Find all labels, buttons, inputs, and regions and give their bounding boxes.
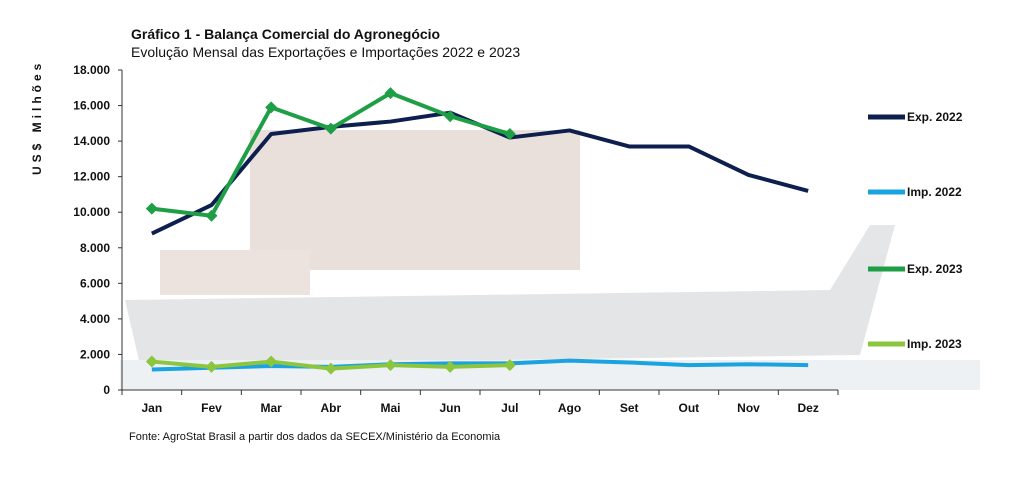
x-tick-label: Out [678, 401, 699, 415]
container-stack [250, 130, 580, 270]
x-tick-label: Mar [260, 401, 282, 415]
data-point-marker [205, 360, 218, 373]
data-point-marker [503, 128, 516, 140]
data-point-marker [265, 101, 278, 114]
plot-axes [118, 69, 839, 395]
data-point-marker [145, 355, 158, 368]
x-tick-label: Jul [501, 401, 518, 415]
x-tick-label: Fev [201, 401, 222, 415]
legend-label: Imp. 2023 [907, 337, 962, 351]
data-point-marker [444, 110, 457, 123]
y-tick-label: 8.000 [80, 241, 110, 255]
y-tick-labels: 0 2.000 4.000 6.000 8.000 10.000 12.000 14.000 1… [73, 63, 110, 397]
data-point-marker [444, 360, 457, 373]
legend-label: Exp. 2023 [907, 262, 963, 276]
x-tick-label: Abr [320, 401, 341, 415]
x-tick-label: Jun [439, 401, 460, 415]
data-point-marker [324, 362, 337, 375]
legend-label: Imp. 2022 [907, 185, 962, 199]
x-tick-label: Set [620, 401, 639, 415]
legend-label: Exp. 2022 [907, 110, 963, 124]
y-tick-label: 2.000 [80, 347, 110, 361]
y-tick-label: 12.000 [73, 170, 110, 184]
y-tick-label: 4.000 [80, 312, 110, 326]
y-tick-label: 18.000 [73, 63, 110, 77]
source-note: Fonte: AgroStat Brasil a partir dos dado… [129, 431, 501, 443]
data-point-marker [324, 122, 337, 135]
chart-title: Gráfico 1 - Balança Comercial do Agroneg… [131, 26, 441, 42]
chart-subtitle: Evolução Mensal das Exportações e Import… [131, 44, 521, 60]
data-point-marker [145, 202, 158, 215]
data-point-marker [265, 355, 278, 368]
data-point-marker [384, 359, 397, 372]
y-tick-label: 14.000 [73, 134, 110, 148]
x-tick-label: Dez [797, 401, 818, 415]
y-tick-label: 6.000 [80, 276, 110, 290]
ship-background-image [120, 130, 980, 390]
x-tick-labels: Jan Fev Mar Abr Mai Jun Jul Ago Set Out Nov Dez [141, 401, 818, 415]
y-tick-label: 16.000 [73, 99, 110, 113]
x-tick-label: Ago [558, 401, 581, 415]
y-tick-label: 0 [103, 383, 110, 397]
x-tick-label: Nov [737, 401, 760, 415]
series-lines [145, 87, 809, 375]
data-point-marker [503, 359, 516, 372]
series-line-imp-2022 [151, 358, 809, 372]
data-point-marker [384, 87, 397, 100]
x-tick-label: Jan [141, 401, 162, 415]
legend: Exp. 2022 Imp. 2022 Exp. 2023 Imp. 2023 [868, 110, 963, 351]
container-stack [160, 250, 310, 295]
data-point-marker [205, 209, 218, 222]
ship-hull [125, 225, 895, 365]
x-tick-label: Mai [380, 401, 400, 415]
y-tick-label: 10.000 [73, 205, 110, 219]
